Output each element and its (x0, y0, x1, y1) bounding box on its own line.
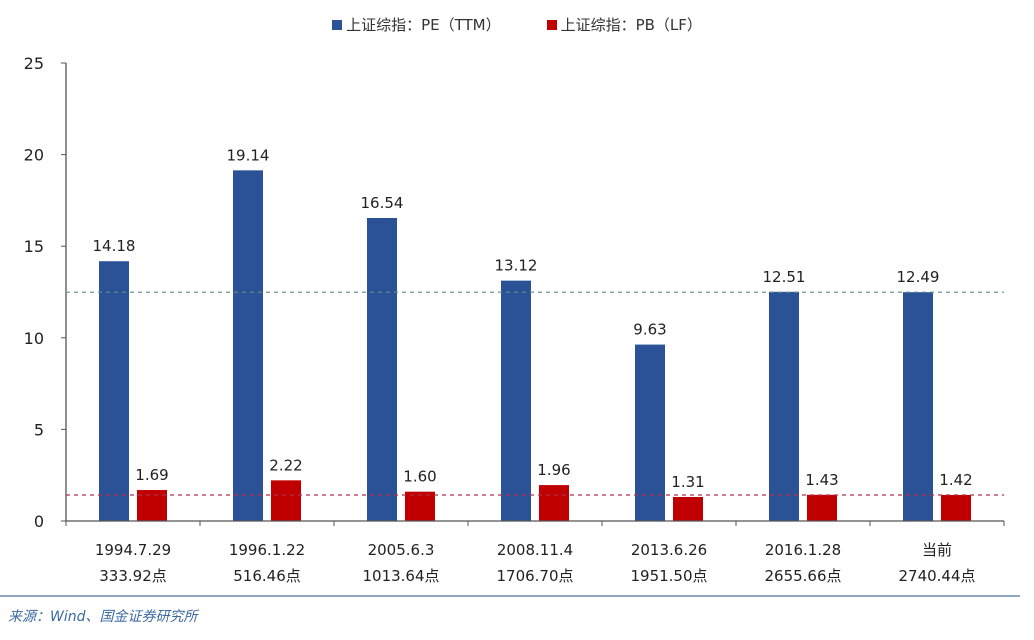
x-tick-label-date: 2005.6.3 (368, 541, 435, 559)
pb-bar (539, 485, 569, 521)
pe-bar (635, 344, 665, 521)
pe-bar (501, 280, 531, 521)
pe-data-label: 9.63 (633, 321, 666, 339)
pe-data-label: 12.49 (897, 268, 940, 286)
y-tick-label: 10 (24, 329, 44, 348)
pb-data-label: 1.69 (135, 466, 168, 484)
legend-swatch-pe (332, 19, 343, 30)
y-tick-label: 5 (34, 420, 44, 439)
pe-data-label: 12.51 (763, 268, 806, 286)
pb-data-label: 1.42 (939, 471, 972, 489)
y-tick-label: 15 (24, 237, 44, 256)
y-tick-label: 25 (24, 54, 44, 73)
x-tick-label-date: 当前 (922, 541, 952, 559)
x-tick-label-index: 516.46点 (233, 567, 301, 585)
legend-label-pe: 上证综指：PE（TTM） (346, 16, 501, 34)
x-tick-label-date: 1996.1.22 (229, 541, 305, 559)
pe-data-label: 13.12 (495, 257, 538, 275)
x-tick-label-date: 2008.11.4 (497, 541, 573, 559)
pb-bar (271, 480, 301, 521)
legend-item-pe: 上证综指：PE（TTM） (332, 14, 501, 35)
pb-data-label: 1.96 (537, 461, 570, 479)
source-note: 来源：Wind、国金证券研究所 (8, 609, 198, 625)
x-tick-label-index: 2655.66点 (764, 567, 841, 585)
pe-bar (769, 291, 799, 521)
pb-data-label: 1.43 (805, 471, 838, 489)
pb-bar (405, 491, 435, 521)
pb-bar (673, 497, 703, 521)
pb-bar (807, 494, 837, 521)
x-tick-label-date: 2013.6.26 (631, 541, 707, 559)
x-tick-label-index: 1951.50点 (630, 567, 707, 585)
y-tick-label: 0 (34, 512, 44, 531)
pe-bar (99, 261, 129, 521)
plot-area: 0 5 10 15 20 25 14.18 19.14 16.54 13.12 9.63 12.51 1… (24, 54, 1005, 585)
x-tick-label-date: 2016.1.28 (765, 541, 841, 559)
pb-data-label: 1.60 (403, 468, 436, 486)
pe-bar (903, 292, 933, 521)
x-tick-label-index: 1706.70点 (496, 567, 573, 585)
divider (0, 595, 1020, 597)
x-tick-label-index: 2740.44点 (898, 567, 975, 585)
legend-label-pb: 上证综指：PB（LF） (560, 16, 702, 34)
x-tick-label-index: 1013.64点 (362, 567, 439, 585)
legend: 上证综指：PE（TTM） 上证综指：PB（LF） (0, 14, 1034, 35)
legend-item-pb: 上证综指：PB（LF） (546, 14, 702, 35)
pe-bar (233, 170, 263, 521)
y-tick-label: 20 (24, 146, 44, 165)
pe-data-label: 19.14 (227, 146, 270, 164)
pe-data-label: 14.18 (93, 237, 136, 255)
pb-data-label: 1.31 (671, 473, 704, 491)
pb-data-label: 2.22 (269, 456, 302, 474)
pb-bar (941, 494, 971, 521)
x-tick-label-index: 333.92点 (99, 567, 167, 585)
pe-data-label: 16.54 (361, 194, 404, 212)
pe-bar (367, 217, 397, 522)
legend-swatch-pb (546, 19, 557, 30)
x-tick-label-date: 1994.7.29 (95, 541, 171, 559)
